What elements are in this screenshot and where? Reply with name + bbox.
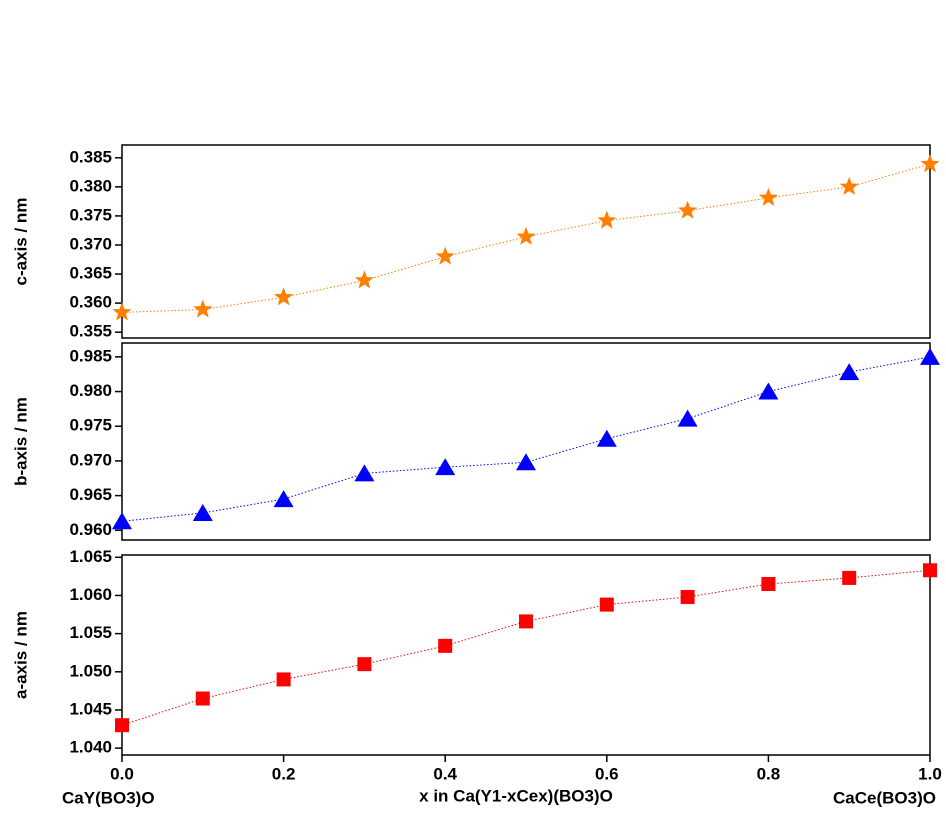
data-point — [357, 657, 371, 671]
data-point — [516, 453, 536, 470]
annotation: CaY(BO3)O — [62, 788, 155, 807]
y-tick-label: 1.050 — [69, 661, 112, 680]
y-tick-label: 0.380 — [69, 176, 112, 195]
data-point — [920, 348, 940, 365]
y-tick-label: 0.970 — [69, 450, 112, 469]
annotation: CaCe(BO3)O — [833, 788, 936, 807]
data-point — [597, 211, 616, 229]
x-tick-label: 0.8 — [757, 764, 781, 783]
y-tick-label: 0.365 — [69, 264, 112, 283]
data-point — [839, 363, 859, 380]
plot-frame — [122, 145, 930, 338]
data-point — [600, 598, 614, 612]
y-tick-label: 0.385 — [69, 147, 112, 166]
x-tick-label: 0.4 — [433, 764, 457, 783]
data-point — [678, 201, 697, 219]
data-point — [355, 270, 374, 288]
series-line — [122, 357, 930, 521]
y-tick-label: 0.370 — [69, 234, 112, 253]
data-point — [193, 300, 212, 318]
plot-frame — [122, 555, 930, 755]
y-tick-label: 0.375 — [69, 205, 112, 224]
y-tick-label: 0.980 — [69, 381, 112, 400]
y-tick-label: 0.975 — [69, 416, 112, 435]
data-point — [842, 571, 856, 585]
data-point — [761, 577, 775, 591]
y-axis-label: c-axis / nm — [11, 198, 30, 286]
data-point — [274, 490, 294, 507]
x-tick-label: 0.6 — [595, 764, 619, 783]
y-tick-label: 1.060 — [69, 585, 112, 604]
data-point — [115, 718, 129, 732]
x-axis-label: x in Ca(Y1-xCex)(BO3)O — [419, 786, 613, 805]
y-tick-label: 1.040 — [69, 738, 112, 757]
y-axis-label: a-axis / nm — [11, 611, 30, 699]
y-tick-label: 0.960 — [69, 520, 112, 539]
data-point — [277, 672, 291, 686]
y-axis-label: b-axis / nm — [11, 397, 30, 486]
x-tick-label: 0.0 — [110, 764, 134, 783]
x-tick-label: 1.0 — [918, 764, 942, 783]
y-tick-label: 1.065 — [69, 547, 112, 566]
data-point — [840, 177, 859, 195]
x-tick-label: 0.2 — [272, 764, 296, 783]
data-point — [196, 692, 210, 706]
data-point — [923, 563, 937, 577]
y-tick-label: 0.360 — [69, 293, 112, 312]
y-tick-label: 0.985 — [69, 346, 112, 365]
y-tick-label: 0.355 — [69, 322, 112, 341]
data-point — [193, 504, 213, 521]
data-point — [759, 188, 778, 206]
data-point — [274, 287, 293, 305]
data-point — [519, 614, 533, 628]
data-point — [758, 383, 778, 400]
y-tick-label: 1.045 — [69, 699, 112, 718]
series-line — [122, 570, 930, 725]
data-point — [678, 410, 698, 427]
chart: 0.355 0.360 0.365 0.370 0.375 0.380 0.385 c-axi… — [0, 0, 946, 816]
plot-frame — [122, 343, 930, 540]
data-point — [597, 430, 617, 447]
data-point — [517, 227, 536, 245]
data-point — [436, 247, 455, 265]
data-point — [681, 590, 695, 604]
data-point — [354, 464, 374, 481]
data-point — [438, 639, 452, 653]
y-tick-label: 0.965 — [69, 485, 112, 504]
y-tick-label: 1.055 — [69, 623, 112, 642]
